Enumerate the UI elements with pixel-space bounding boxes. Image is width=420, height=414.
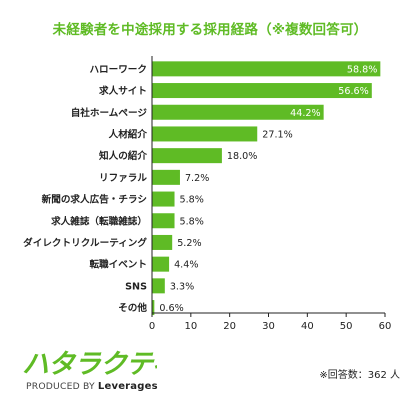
produced-by: PRODUCED BY Leverages (26, 381, 158, 392)
chart-title: 未経験者を中途採用する採用経路（※複数回答可） (52, 22, 368, 38)
bar-7 (152, 213, 175, 229)
value-label-10: 3.3% (170, 281, 194, 292)
value-label-11: 0.6% (159, 303, 183, 314)
category-label-4: 知人の紹介 (98, 150, 147, 162)
response-count-note: ※回答数：362 人 (319, 370, 400, 381)
value-label-5: 7.2% (185, 173, 209, 184)
bar-0 (152, 61, 381, 77)
value-label-7: 5.8% (180, 216, 204, 227)
x-tick-label-3: 30 (262, 321, 275, 332)
category-label-2: 自社ホームページ (71, 107, 148, 119)
value-label-6: 5.8% (180, 195, 204, 206)
value-label-3: 27.1% (262, 129, 292, 140)
bar-10 (152, 278, 165, 294)
category-label-0: ハローワーク (89, 64, 147, 75)
category-label-10: SNS (125, 281, 147, 292)
x-tick-label-0: 0 (149, 321, 155, 332)
x-tick-label-6: 60 (379, 321, 392, 332)
value-label-0: 58.8% (347, 64, 377, 75)
category-label-8: ダイレクトリクルーティング (23, 237, 147, 249)
bar-chart: ハローワーク 58.8% 求人サイト 56.6% 自社ホームページ 44.2% 人材紹介 27… (23, 56, 392, 332)
hataractive-logo: ハタラクティブ (22, 346, 209, 382)
bar-2 (152, 104, 324, 120)
value-label-8: 5.2% (177, 238, 201, 249)
bar-4 (152, 148, 222, 164)
bar-1 (152, 83, 372, 99)
category-label-1: 求人サイト (99, 85, 147, 97)
category-label-7: 求人雑誌（転職雑誌） (51, 215, 147, 227)
value-label-1: 56.6% (338, 86, 368, 97)
x-tick-label-5: 50 (340, 321, 353, 332)
bar-11 (152, 300, 155, 316)
hataractive-logo-mark: ハタラクティブ (22, 349, 209, 380)
bar-6 (152, 191, 175, 207)
bar-3 (152, 126, 258, 142)
category-label-6: 新聞の求人広告・チラシ (42, 194, 147, 206)
category-label-11: その他 (118, 302, 147, 314)
category-label-9: 転職イベント (89, 259, 147, 271)
category-label-5: リファラル (99, 173, 147, 184)
bar-8 (152, 234, 173, 250)
produced-by-label: PRODUCED BY (26, 381, 95, 392)
category-label-3: 人材紹介 (109, 128, 148, 140)
x-tick-label-1: 10 (184, 321, 197, 332)
x-tick-label-4: 40 (301, 321, 314, 332)
value-label-2: 44.2% (290, 108, 320, 119)
value-label-4: 18.0% (227, 151, 257, 162)
bar-9 (152, 256, 170, 272)
logo-text: ハタラクティブ (22, 349, 157, 378)
bar-5 (152, 169, 180, 185)
brand-name: Leverages (97, 381, 158, 392)
x-tick-label-2: 20 (223, 321, 236, 332)
value-label-9: 4.4% (174, 260, 198, 271)
